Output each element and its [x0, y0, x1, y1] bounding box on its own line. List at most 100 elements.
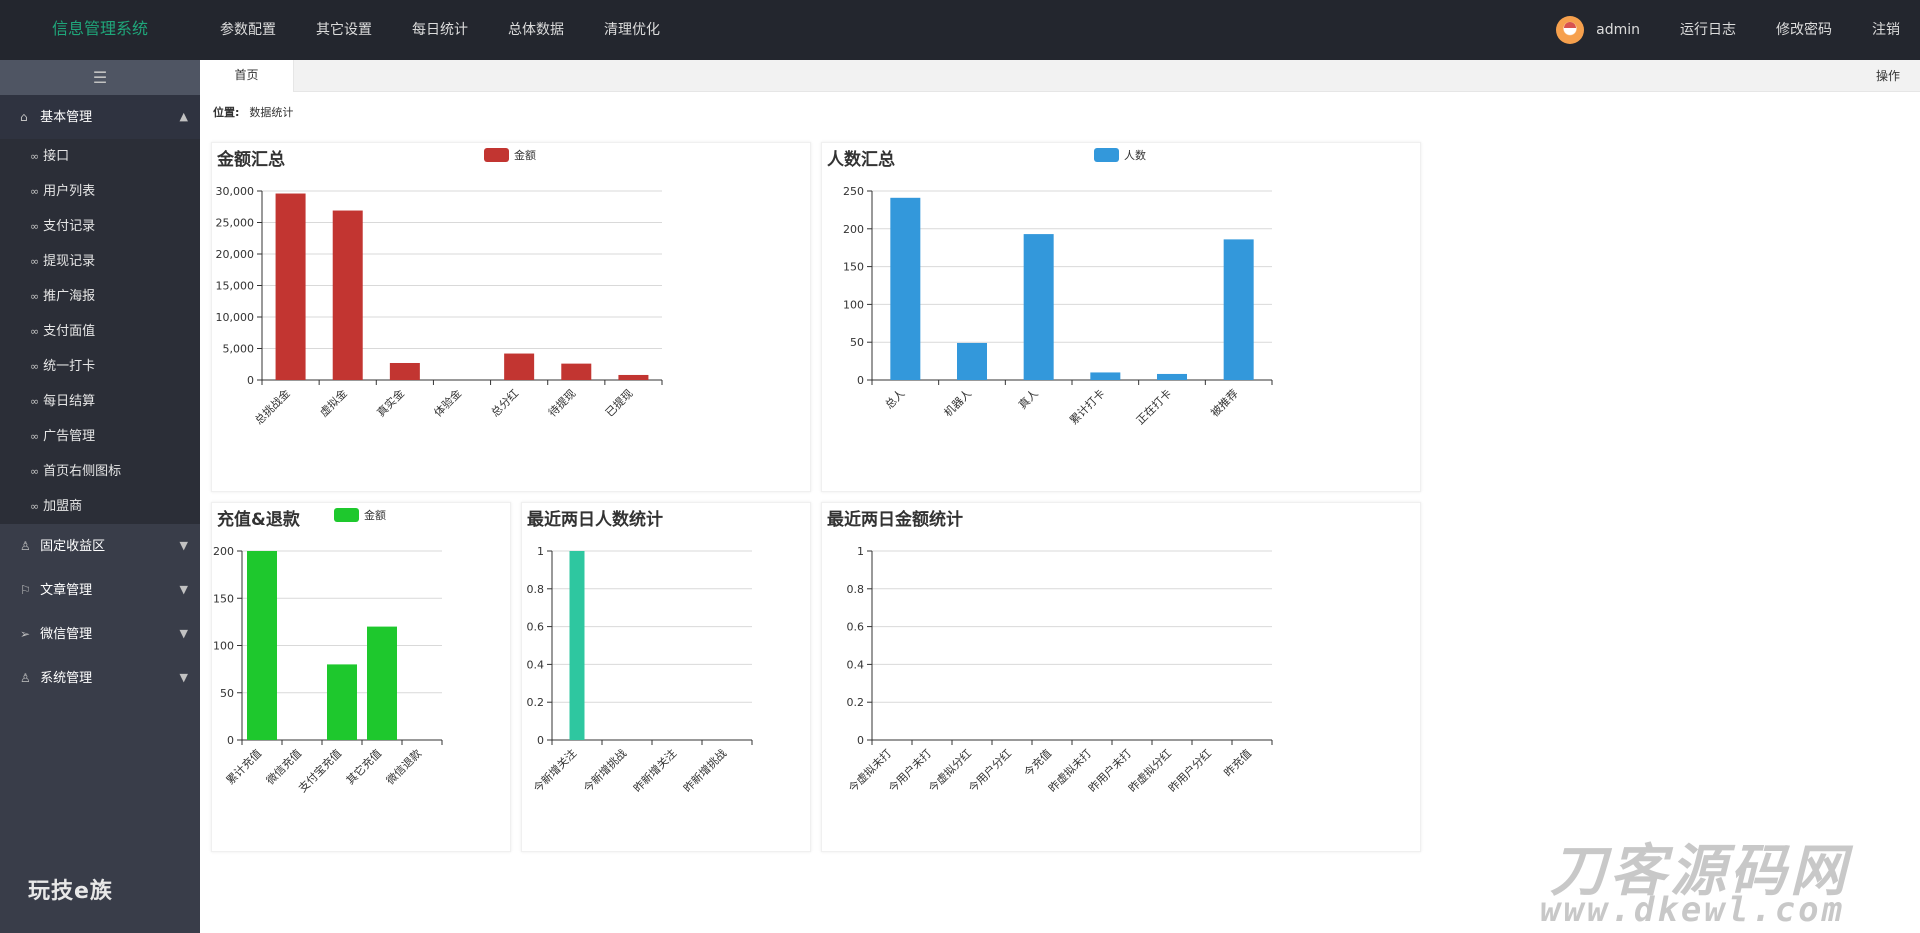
- chart-panel-recharge-refund: 0 50 100 150 200 累计充值 微信充值 支付宝充值 其它充值 微信退款 充值&退款 …: [211, 502, 511, 852]
- chart-bar[interactable]: [561, 363, 592, 380]
- chevron-down-icon: ▼: [179, 539, 188, 552]
- sidebar-item-right-icons[interactable]: ∞ 首页右侧图标: [0, 454, 200, 489]
- chart-bar[interactable]: [1090, 372, 1121, 380]
- y-tick-label: 25,000: [216, 217, 255, 230]
- chart-bar[interactable]: [389, 362, 420, 380]
- y-tick-label: 0.6: [527, 621, 545, 634]
- sidebar-item-label: 提现记录: [43, 254, 96, 269]
- top-nav-other-settings[interactable]: 其它设置: [316, 22, 372, 38]
- app-logo[interactable]: 信息管理系统: [51, 19, 148, 38]
- brand-logo: 玩技e族: [28, 879, 113, 904]
- sidebar-item-payments[interactable]: ∞ 支付记录: [0, 209, 200, 244]
- tab-home[interactable]: 首页: [200, 60, 294, 92]
- y-tick-label: 5,000: [223, 343, 255, 356]
- chart-bar[interactable]: [1157, 373, 1187, 380]
- change-password-link[interactable]: 修改密码: [1776, 22, 1832, 38]
- sidebar-group-system[interactable]: ♙ 系统管理 ▼: [0, 656, 200, 700]
- y-tick-label: 0: [537, 734, 544, 747]
- x-tick-label: 正在打卡: [1133, 386, 1174, 427]
- chart-bar[interactable]: [890, 197, 921, 380]
- legend-swatch: [1094, 148, 1119, 162]
- sidebar-item-daily-settlement[interactable]: ∞ 每日结算: [0, 384, 200, 419]
- y-tick-label: 0.4: [847, 658, 865, 671]
- y-tick-label: 0.6: [847, 621, 865, 634]
- sidebar-item-checkin[interactable]: ∞ 统一打卡: [0, 349, 200, 384]
- y-tick-label: 200: [213, 545, 234, 558]
- sidebar-item-user-list[interactable]: ∞ 用户列表: [0, 174, 200, 209]
- x-tick-label: 今新增挑战: [580, 746, 629, 795]
- x-tick-label: 真实金: [374, 386, 407, 419]
- top-nav-daily-stats[interactable]: 每日统计: [412, 22, 468, 38]
- sidebar-item-franchise[interactable]: ∞ 加盟商: [0, 489, 200, 524]
- x-tick-label: 今充值: [1021, 746, 1054, 779]
- x-tick-label: 昨新增挑战: [680, 746, 729, 795]
- chart-bar[interactable]: [275, 193, 306, 380]
- chart-bar[interactable]: [504, 353, 535, 380]
- sidebar-item-withdrawals[interactable]: ∞ 提现记录: [0, 244, 200, 279]
- chart-bar[interactable]: [367, 626, 397, 740]
- y-tick-label: 30,000: [216, 185, 255, 198]
- y-tick-label: 0.2: [847, 696, 865, 709]
- link-icon: ∞: [30, 395, 40, 408]
- user-menu[interactable]: admin: [1536, 16, 1660, 44]
- chart-title: 充值&退款: [217, 510, 300, 530]
- chart-legend[interactable]: 金额: [334, 507, 386, 523]
- watermark-title: 刀客源码网: [1550, 839, 1850, 904]
- sidebar-item-ads[interactable]: ∞ 广告管理: [0, 419, 200, 454]
- sidebar-group-wechat[interactable]: ➢ 微信管理 ▼: [0, 612, 200, 656]
- chart-bar[interactable]: [327, 664, 357, 740]
- link-icon: ∞: [30, 255, 40, 268]
- avatar: [1556, 16, 1585, 44]
- sidebar-item-label: 用户列表: [43, 184, 96, 199]
- main-content: 位置: 数据统计 0 5,000 10,000 15,000 20,000 25,000 30…: [200, 92, 1920, 933]
- legend-label: 金额: [514, 149, 536, 162]
- x-tick-label: 虚拟金: [317, 386, 350, 419]
- chart-bar[interactable]: [1223, 239, 1254, 380]
- top-nav-overall-data[interactable]: 总体数据: [508, 22, 564, 38]
- chart-bar[interactable]: [1023, 234, 1054, 380]
- chart-bar[interactable]: [332, 210, 363, 380]
- legend-label: 人数: [1124, 149, 1146, 162]
- y-tick-label: 50: [220, 687, 234, 700]
- top-nav-cleanup[interactable]: 清理优化: [604, 22, 660, 38]
- link-icon: ∞: [30, 150, 40, 163]
- sidebar-toggle-icon[interactable]: ☰: [0, 60, 200, 95]
- sidebar-item-poster[interactable]: ∞ 推广海报: [0, 279, 200, 314]
- chart-bar[interactable]: [618, 374, 649, 380]
- y-tick-label: 0: [857, 374, 864, 387]
- sidebar-group-label: 文章管理: [40, 583, 93, 598]
- top-nav: 参数配置 其它设置 每日统计 总体数据 清理优化: [200, 0, 680, 60]
- chart-bar[interactable]: [957, 342, 987, 380]
- y-tick-label: 0.2: [527, 696, 545, 709]
- run-log-link[interactable]: 运行日志: [1680, 22, 1736, 38]
- top-nav-params[interactable]: 参数配置: [220, 22, 276, 38]
- chart-legend[interactable]: 人数: [1094, 147, 1146, 163]
- chart-title: 最近两日金额统计: [827, 510, 963, 530]
- sidebar-group-label: 固定收益区: [40, 539, 106, 554]
- sidebar-item-label: 接口: [43, 149, 70, 164]
- sidebar-item-denominations[interactable]: ∞ 支付面值: [0, 314, 200, 349]
- sidebar-group-articles[interactable]: ⚐ 文章管理 ▼: [0, 568, 200, 612]
- chevron-down-icon: ▼: [179, 583, 188, 596]
- sidebar-item-label: 首页右侧图标: [43, 464, 122, 479]
- sidebar-item-api[interactable]: ∞ 接口: [0, 139, 200, 174]
- chart-panel-people-summary: 0 50 100 150 200 250 总人 机器人 真人 累计打卡 正在打卡 被推荐 人数汇总 人…: [821, 142, 1421, 492]
- users-icon: ♙: [20, 539, 31, 553]
- x-tick-label: 已提现: [603, 387, 636, 420]
- sidebar-group-basic[interactable]: ⌂ 基本管理 ▲: [0, 95, 200, 139]
- x-tick-label: 微信充值: [263, 746, 304, 787]
- chart-panel-amount-summary: 0 5,000 10,000 15,000 20,000 25,000 30,000 总挑战金…: [211, 142, 811, 492]
- sidebar-group-fixed-income[interactable]: ♙ 固定收益区 ▼: [0, 524, 200, 568]
- chart-bar[interactable]: [569, 551, 585, 740]
- y-tick-label: 10,000: [216, 311, 255, 324]
- home-icon: ⌂: [20, 110, 28, 124]
- sidebar-item-label: 广告管理: [43, 429, 96, 444]
- chart-legend[interactable]: 金额: [484, 147, 536, 163]
- tab-operation-button[interactable]: 操作: [1875, 69, 1900, 83]
- logout-link[interactable]: 注销: [1872, 22, 1900, 38]
- legend-swatch: [484, 148, 509, 162]
- chart-two-day-people: 0 0.2 0.4 0.6 0.8 1 今新增关注 今新增挑战 昨新增关注 昨新增挑战: [527, 545, 753, 795]
- link-icon: ∞: [30, 465, 40, 478]
- chart-bar[interactable]: [247, 551, 277, 740]
